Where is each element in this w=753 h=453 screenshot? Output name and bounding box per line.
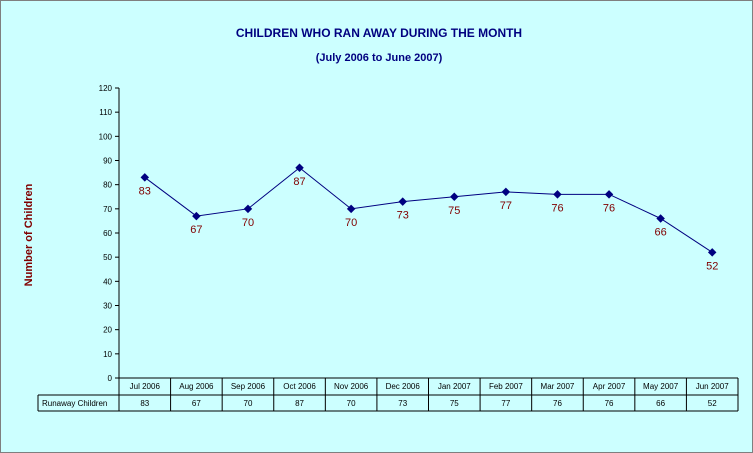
- x-category-label: Dec 2006: [386, 382, 421, 391]
- data-label: 87: [293, 176, 305, 188]
- x-category-label: Aug 2006: [179, 382, 214, 391]
- y-tick-label: 90: [103, 157, 112, 166]
- y-tick-label: 50: [103, 253, 112, 262]
- y-tick-label: 0: [108, 374, 113, 383]
- y-tick-label: 10: [103, 350, 112, 359]
- data-point-marker: [450, 192, 459, 201]
- table-value-cell: 76: [553, 399, 562, 408]
- data-label: 70: [345, 217, 357, 229]
- data-point-marker: [346, 204, 356, 214]
- y-tick-label: 100: [99, 132, 113, 141]
- chart-title: CHILDREN WHO RAN AWAY DURING THE MONTH: [236, 26, 522, 40]
- data-label: 70: [242, 217, 254, 229]
- series-line: [144, 167, 713, 253]
- data-label: 52: [706, 260, 718, 272]
- data-point-marker: [243, 204, 253, 214]
- y-tick-label: 60: [103, 229, 112, 238]
- data-label: 67: [190, 224, 202, 236]
- table-value-cell: 75: [450, 399, 459, 408]
- chart-subtitle: (July 2006 to June 2007): [316, 52, 443, 64]
- x-category-label: Nov 2006: [334, 382, 369, 391]
- table-value-cell: 83: [140, 399, 149, 408]
- x-category-label: Jul 2006: [130, 382, 161, 391]
- y-tick-label: 20: [103, 326, 112, 335]
- data-point-marker: [295, 163, 304, 172]
- y-tick-label: 120: [99, 84, 113, 93]
- x-category-label: Oct 2006: [283, 382, 316, 391]
- x-category-label: Feb 2007: [489, 382, 523, 391]
- data-label: 73: [397, 210, 409, 222]
- table-value-cell: 52: [708, 399, 717, 408]
- y-tick-label: 110: [99, 108, 112, 117]
- plot-layer: 0 10 20 30 40 50 60 70 80 90 100 110 120 Jul 2006 Aug …: [37, 84, 739, 412]
- data-point-marker: [140, 173, 150, 182]
- y-tick-label: 40: [103, 277, 112, 286]
- table-value-cell: 73: [398, 399, 407, 408]
- table-value-cell: 70: [347, 399, 356, 408]
- y-tick-label: 30: [103, 302, 112, 311]
- table-value-cell: 67: [192, 399, 201, 408]
- table-value-cell: 87: [295, 399, 304, 408]
- table-value-cell: 70: [244, 399, 253, 408]
- data-label: 76: [551, 202, 563, 214]
- table-value-cell: 77: [501, 399, 510, 408]
- y-axis-title: Number of Children: [23, 183, 35, 286]
- x-category-label: Mar 2007: [541, 382, 575, 391]
- y-tick-label: 80: [103, 181, 112, 190]
- data-point-marker: [501, 187, 511, 197]
- x-category-label: Jan 2007: [438, 382, 471, 391]
- data-label: 75: [448, 205, 460, 217]
- data-point-marker: [192, 211, 201, 221]
- x-category-label: Apr 2007: [593, 382, 626, 391]
- table-value-cell: 66: [656, 399, 665, 408]
- data-point-marker: [398, 197, 407, 206]
- data-label: 76: [603, 202, 615, 214]
- data-label: 83: [139, 185, 151, 197]
- data-label: 77: [500, 200, 512, 212]
- x-category-label: May 2007: [643, 382, 679, 391]
- data-label: 66: [655, 227, 667, 239]
- x-category-label: Jun 2007: [696, 382, 729, 391]
- plot-area: [119, 88, 738, 378]
- table-value-cell: 76: [605, 399, 614, 408]
- table-series-name: Runaway Children: [42, 399, 107, 408]
- x-category-label: Sep 2006: [231, 382, 266, 391]
- y-tick-label: 70: [103, 205, 112, 214]
